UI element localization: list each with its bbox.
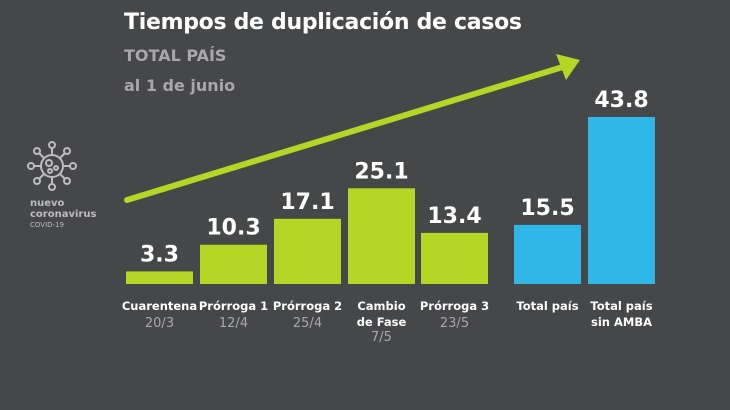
category-label-2: Prórroga 1 [198, 299, 269, 313]
category-label-1: Cuarentena [121, 299, 198, 313]
logo-text-coronavirus: coronavirus [30, 209, 97, 220]
logo-text-covid: COVID-19 [30, 221, 64, 229]
logo-text-nuevo: nuevo [30, 198, 65, 209]
category-label-7: Total país sin AMBA [590, 299, 653, 329]
category-date-5: 23/5 [439, 316, 470, 331]
chart-title: Tiempos de duplicación de casos [124, 10, 522, 35]
bar-7 [588, 117, 655, 284]
bar-1 [126, 271, 193, 284]
category-date-2: 12/4 [218, 316, 249, 331]
trend-arrow [124, 54, 580, 203]
value-label-3: 17.1 [280, 190, 334, 215]
bar-3 [274, 218, 341, 284]
category-date-4: 7/5 [371, 330, 392, 345]
bar-6 [514, 224, 581, 284]
value-label-5: 13.4 [427, 204, 481, 229]
bar-4 [348, 188, 415, 284]
chart-subtitle: TOTAL PAÍS [124, 46, 227, 65]
category-date-1: 20/3 [144, 316, 175, 331]
category-label-6: Total país [516, 299, 579, 313]
bar-5 [421, 232, 488, 284]
category-label-4: Cambio de Fase [356, 299, 407, 329]
category-label-3: Prórroga 2 [272, 299, 343, 313]
value-label-4: 25.1 [354, 159, 408, 184]
bar-2 [200, 244, 267, 284]
value-label-2: 10.3 [206, 216, 260, 241]
value-label-6: 15.5 [520, 196, 574, 221]
virus-icon [27, 141, 77, 191]
category-label-5: Prórroga 3 [419, 299, 490, 313]
value-label-1: 3.3 [140, 242, 179, 267]
value-label-7: 43.8 [594, 88, 648, 113]
trend-arrow-head [556, 54, 580, 80]
chart-date-note: al 1 de junio [124, 76, 236, 95]
category-date-3: 25/4 [292, 316, 323, 331]
trend-arrow-shaft [124, 63, 569, 203]
